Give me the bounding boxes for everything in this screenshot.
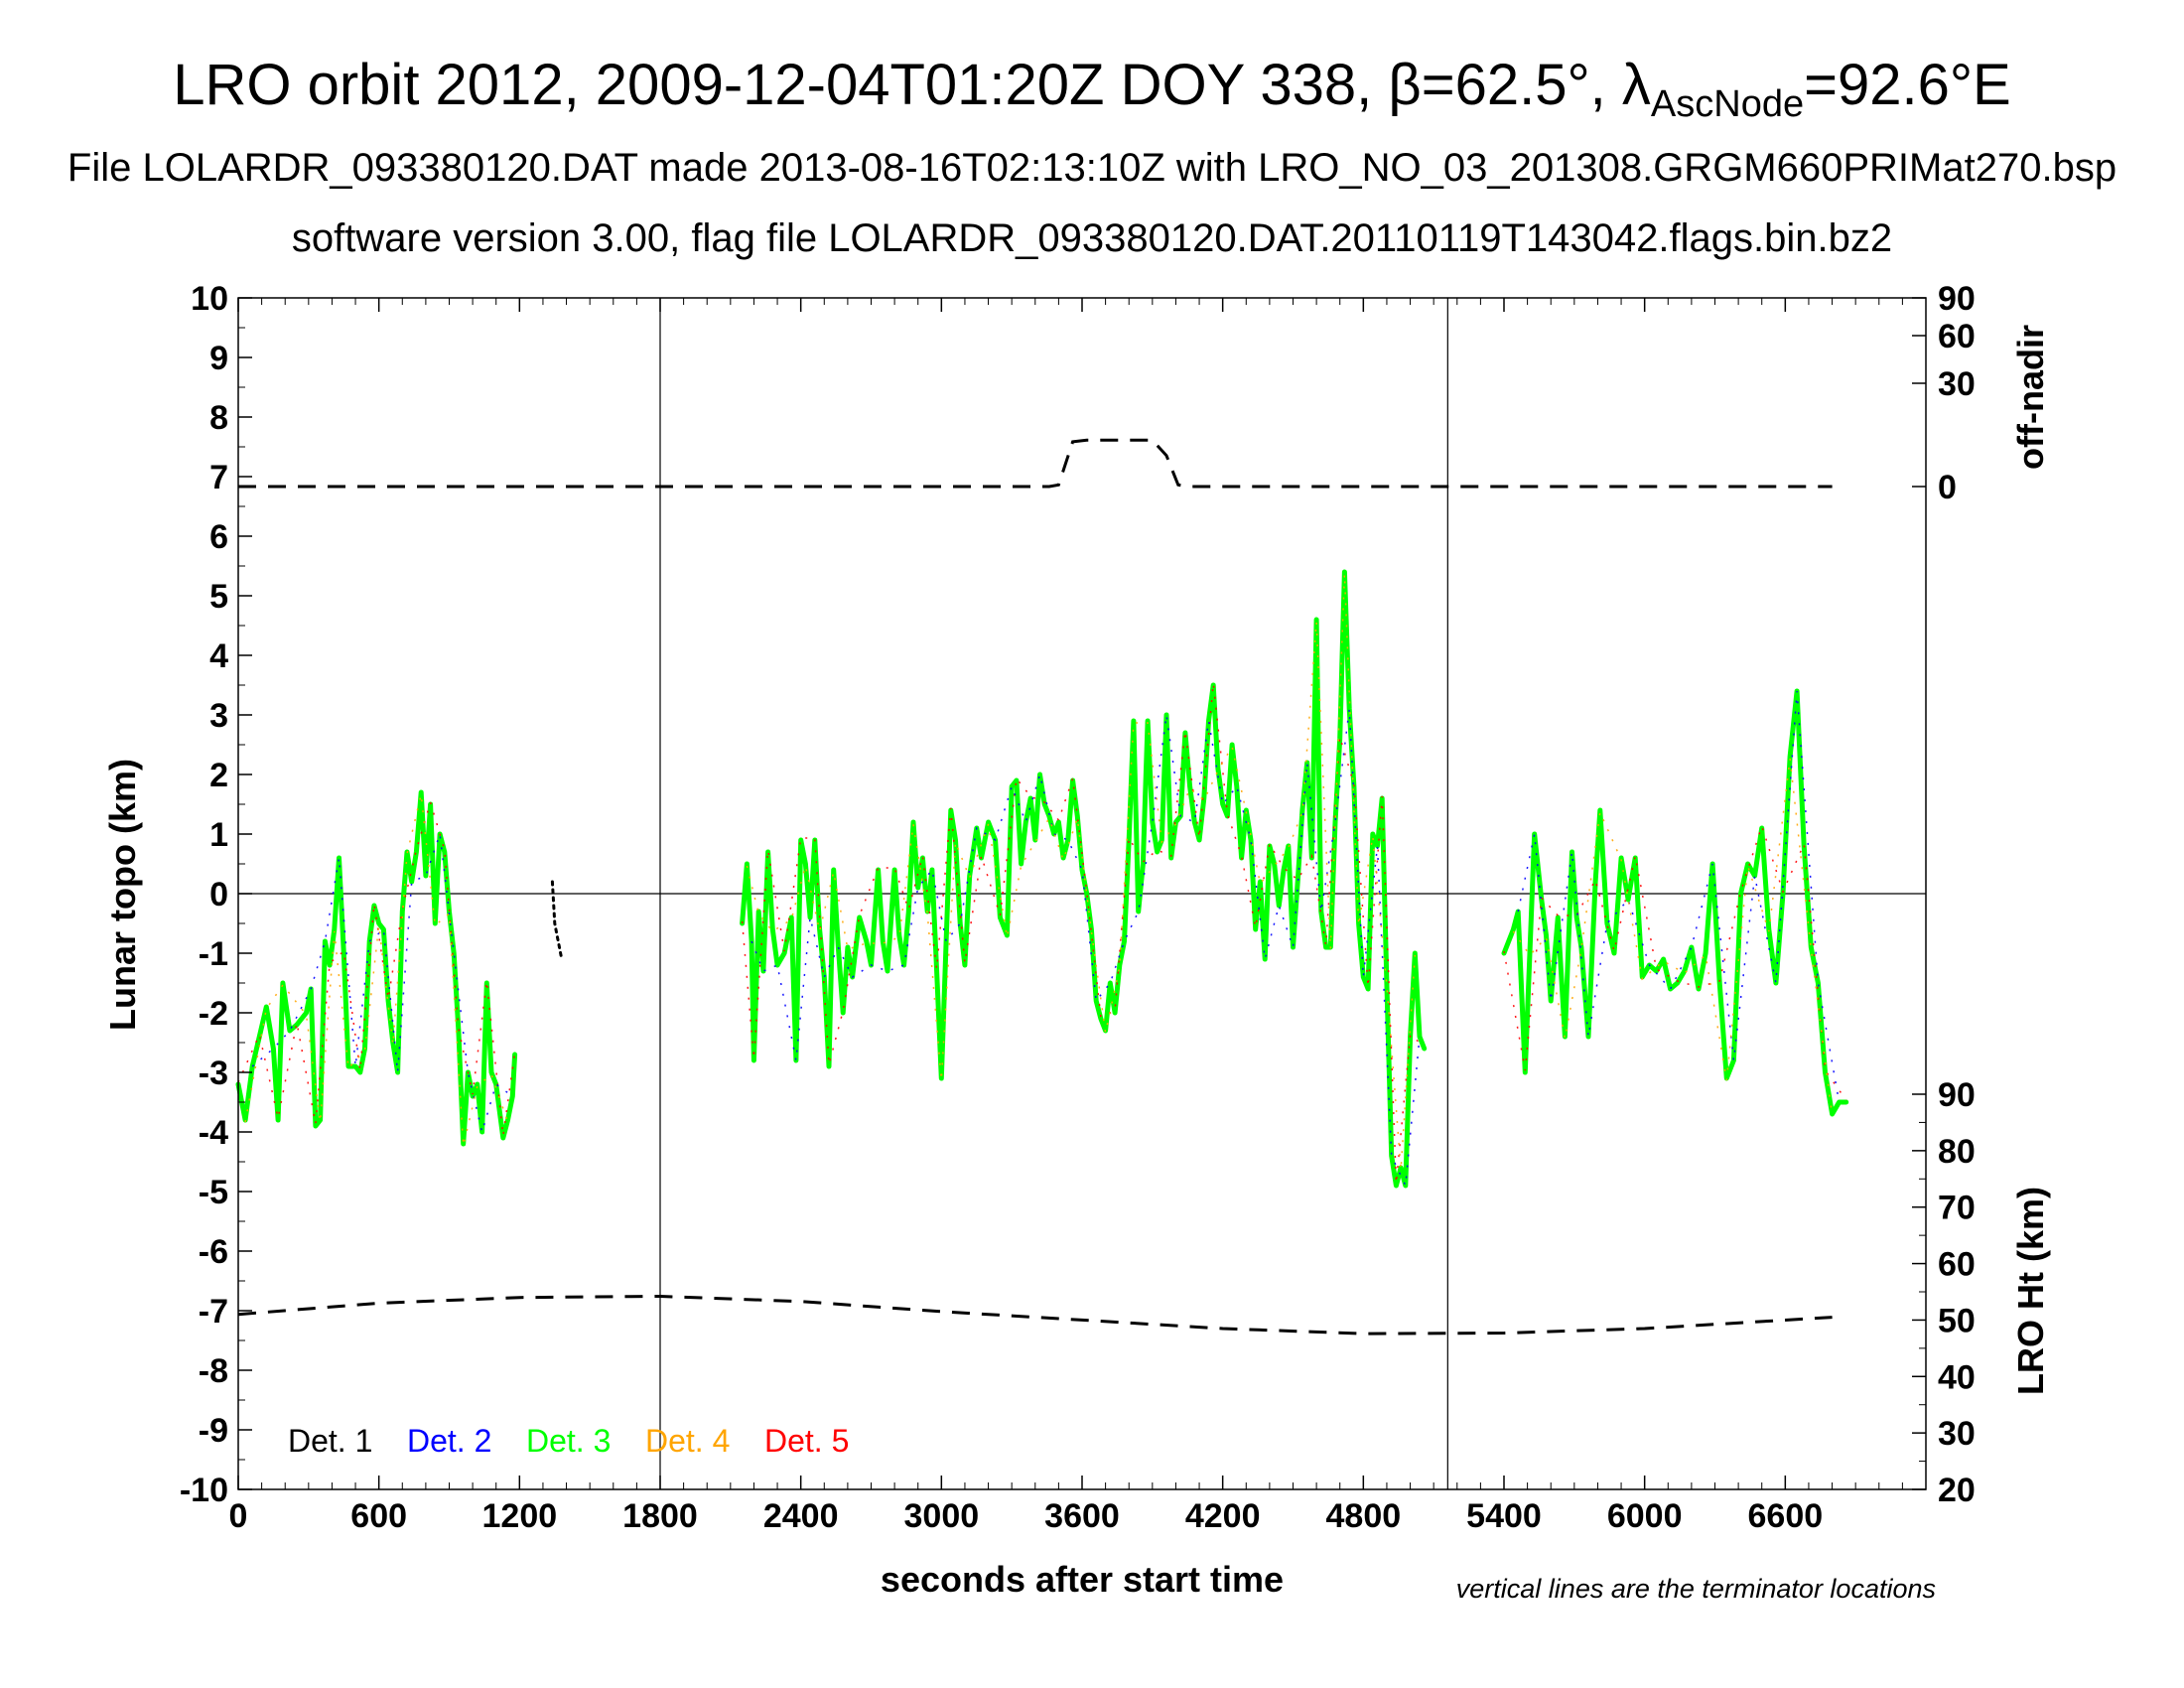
series-detector-speckle xyxy=(741,682,1426,1185)
x-tick-label: 600 xyxy=(350,1497,407,1535)
legend-item: Det. 5 xyxy=(764,1423,849,1459)
y-tick-label: 2 xyxy=(209,757,228,794)
legend-item: Det. 1 xyxy=(288,1423,372,1459)
y-tick-label: 3 xyxy=(209,697,228,735)
offnadir-tick-label: 0 xyxy=(1938,469,1957,506)
chart-title-subscript: AscNode xyxy=(1650,83,1805,125)
x-tick-label: 5400 xyxy=(1466,1497,1542,1535)
x-tick-label: 1200 xyxy=(482,1497,558,1535)
y-tick-label: 1 xyxy=(209,816,228,854)
series-det-3 xyxy=(1501,688,1849,1117)
series-det-3 xyxy=(740,569,1428,1189)
offnadir-tick-label: 30 xyxy=(1938,365,1976,403)
y-tick-label: -2 xyxy=(199,995,228,1033)
chart-title-prefix: LRO orbit 2012, 2009-12-04T01:20Z DOY 33… xyxy=(173,53,1651,117)
y-tick-label: 7 xyxy=(209,459,228,496)
terminator-note: vertical lines are the terminator locati… xyxy=(1456,1574,1936,1604)
y2-axis-title-lro-ht: LRO Ht (km) xyxy=(2010,1187,2051,1395)
y-tick-label: -5 xyxy=(199,1174,228,1211)
x-tick-label: 6600 xyxy=(1748,1497,1824,1535)
y-tick-label: -4 xyxy=(199,1114,228,1152)
legend-item: Det. 4 xyxy=(645,1423,730,1459)
series-det-1 xyxy=(550,880,564,961)
chart-title: LRO orbit 2012, 2009-12-04T01:20Z DOY 33… xyxy=(0,52,2184,126)
x-tick-label: 2400 xyxy=(763,1497,839,1535)
x-tick-label: 1800 xyxy=(622,1497,698,1535)
y-tick-label: -3 xyxy=(199,1055,228,1092)
series-detector-speckle xyxy=(237,799,516,1137)
ht-tick-label: 20 xyxy=(1938,1472,1976,1509)
chart-subtitle-file: File LOLARDR_093380120.DAT made 2013-08-… xyxy=(67,146,2117,190)
legend-item: Det. 3 xyxy=(526,1423,611,1459)
offnadir-tick-label: 60 xyxy=(1938,318,1976,355)
y-tick-label: 9 xyxy=(209,340,228,377)
x-axis-title: seconds after start time xyxy=(881,1559,1284,1600)
lro-height-curve xyxy=(237,1294,1833,1336)
legend: Det. 1 Det. 2 Det. 3 Det. 4 Det. 5 xyxy=(288,1423,849,1459)
ht-tick-label: 60 xyxy=(1938,1246,1976,1284)
x-tick-label: 4200 xyxy=(1185,1497,1261,1535)
y-tick-label: -10 xyxy=(180,1472,228,1509)
y2-axis-title-offnadir: off-nadir xyxy=(2010,325,2051,470)
x-tick-label: 3000 xyxy=(904,1497,980,1535)
series-detector-speckle xyxy=(1512,758,1834,1117)
y-tick-label: -8 xyxy=(199,1352,228,1390)
ht-tick-label: 90 xyxy=(1938,1076,1976,1114)
ht-tick-label: 70 xyxy=(1938,1190,1976,1227)
y-tick-label: 4 xyxy=(209,637,228,675)
ht-tick-label: 80 xyxy=(1938,1133,1976,1171)
chart-subtitle-software: software version 3.00, flag file LOLARDR… xyxy=(291,216,1893,260)
x-tick-label: 6000 xyxy=(1607,1497,1683,1535)
y-tick-label: 8 xyxy=(209,399,228,437)
offnadir-curve xyxy=(238,438,1833,489)
y-tick-label: -1 xyxy=(199,935,228,973)
ht-tick-label: 40 xyxy=(1938,1358,1976,1396)
y-tick-label: 10 xyxy=(191,280,228,318)
series-det-3 xyxy=(235,789,518,1147)
offnadir-tick-label: 90 xyxy=(1938,280,1976,318)
y-tick-label: 0 xyxy=(209,876,228,914)
ht-tick-label: 50 xyxy=(1938,1302,1976,1339)
x-tick-label: 0 xyxy=(229,1497,248,1535)
ht-tick-label: 30 xyxy=(1938,1415,1976,1453)
y-tick-label: -9 xyxy=(199,1412,228,1450)
chart-title-suffix: =92.6°E xyxy=(1804,53,2011,117)
x-tick-label: 4800 xyxy=(1326,1497,1402,1535)
series-detector-speckle xyxy=(244,793,509,1147)
y-tick-label: -7 xyxy=(199,1293,228,1331)
y-tick-label: 5 xyxy=(209,578,228,616)
y-axis-title: Lunar topo (km) xyxy=(102,759,143,1031)
legend-item: Det. 2 xyxy=(407,1423,491,1459)
x-tick-label: 3600 xyxy=(1044,1497,1120,1535)
y-tick-label: 6 xyxy=(209,518,228,556)
y-tick-label: -6 xyxy=(199,1233,228,1271)
